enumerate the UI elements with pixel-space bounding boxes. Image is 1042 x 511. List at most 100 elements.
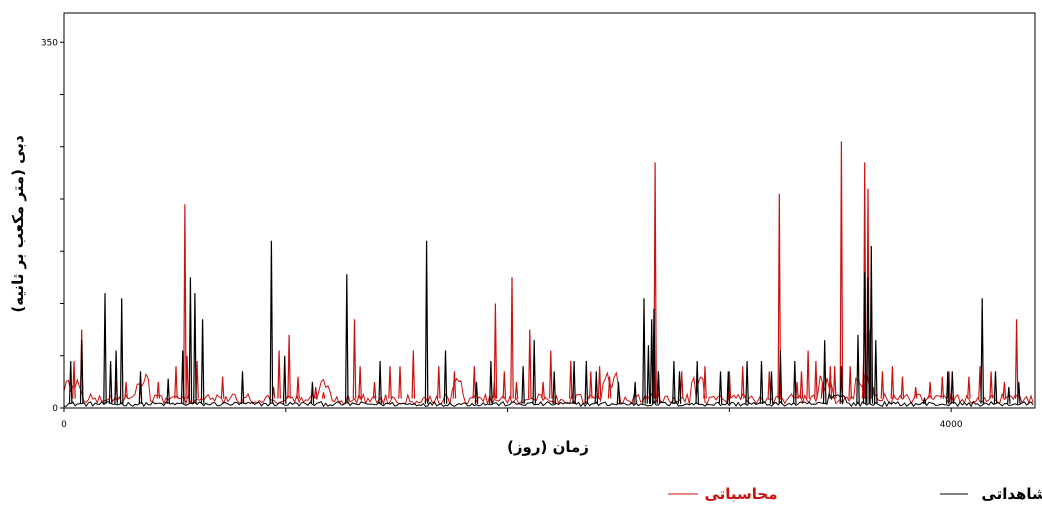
- series-peak: [532, 340, 536, 404]
- series-peak: [269, 240, 274, 404]
- series-baseline-line: [63, 392, 1034, 408]
- series-peak: [296, 376, 300, 399]
- series-peak: [108, 360, 113, 404]
- series-peak: [679, 371, 684, 399]
- series-peak: [220, 376, 225, 399]
- series-layer: [63, 141, 1034, 408]
- series-peak: [114, 350, 118, 404]
- y-tick-label: 0: [52, 404, 58, 414]
- series-peak: [372, 381, 377, 399]
- series-peak: [874, 340, 878, 404]
- series-peak: [180, 350, 185, 404]
- series-peak: [569, 360, 573, 399]
- y-axis-title: دبی (متر مکعب بر ثانیه): [9, 135, 27, 313]
- series-peak: [183, 204, 187, 399]
- series-peak: [124, 381, 128, 399]
- series-peak: [358, 366, 362, 399]
- series-peak: [528, 329, 532, 399]
- x-tick-label: 0: [61, 420, 67, 430]
- series-peak: [138, 371, 143, 404]
- series-peak: [388, 366, 392, 399]
- series-peak: [378, 360, 382, 404]
- series-peak: [866, 277, 870, 404]
- series-peak: [119, 298, 124, 404]
- series-peak: [828, 366, 833, 399]
- series-peak: [589, 371, 593, 399]
- series-peak: [726, 371, 731, 404]
- series-peak: [616, 381, 621, 404]
- series-peak: [740, 366, 745, 399]
- series-peak: [437, 366, 441, 399]
- series-peak: [552, 371, 556, 404]
- series-peak: [967, 376, 971, 399]
- series-peak: [443, 350, 448, 404]
- series-peak: [695, 360, 699, 404]
- legend-label-simulated: محاسباتی: [704, 485, 777, 503]
- series-peak: [922, 397, 927, 404]
- series-peak: [950, 371, 955, 404]
- series-peak: [940, 376, 945, 399]
- series-peak: [200, 319, 205, 404]
- series-peak: [718, 371, 723, 404]
- series-peak: [321, 392, 326, 399]
- series-observed: [63, 240, 1034, 408]
- series-peak: [493, 303, 498, 399]
- series-peak: [607, 376, 612, 399]
- series-peak: [1002, 381, 1007, 399]
- series-peak: [310, 381, 315, 404]
- legend: مشاهداتی محاسباتی: [668, 485, 1042, 503]
- series-peak: [993, 371, 998, 404]
- series-simulated: [63, 141, 1034, 406]
- plot-frame: [63, 12, 1036, 409]
- series-peak: [411, 350, 416, 399]
- series-peak: [862, 272, 867, 404]
- series-peak: [188, 277, 193, 404]
- series-peak: [510, 277, 514, 399]
- series-peak: [822, 340, 827, 404]
- x-tick-label: 4000: [940, 420, 963, 430]
- series-peak: [989, 371, 993, 399]
- series-peak: [880, 371, 885, 399]
- series-peak: [646, 345, 651, 404]
- series-peak: [594, 371, 599, 404]
- series-peak: [652, 308, 656, 404]
- series-peak: [68, 360, 73, 404]
- series-peak: [474, 381, 479, 404]
- series-peak: [1014, 319, 1019, 399]
- series-peak: [287, 334, 291, 399]
- series-peak: [777, 193, 782, 399]
- x-axis-title: زمان (روز): [507, 438, 589, 456]
- series-peak: [913, 387, 918, 399]
- y-tick-label: 350: [41, 38, 58, 48]
- series-peak: [928, 381, 932, 399]
- series-peak: [814, 360, 818, 399]
- series-peak: [980, 298, 984, 404]
- series-peak: [1017, 381, 1021, 404]
- series-peak: [769, 371, 774, 404]
- series-peak: [839, 141, 844, 399]
- series-peak: [890, 366, 895, 399]
- series-peak: [869, 245, 874, 404]
- series-peak: [193, 293, 197, 404]
- series-peak: [597, 366, 602, 399]
- series-peak: [672, 360, 676, 404]
- series-peak: [572, 360, 576, 404]
- legend-label-observed: مشاهداتی: [981, 485, 1042, 503]
- series-peak: [946, 371, 950, 404]
- series-peak: [703, 366, 707, 399]
- series-peak: [489, 360, 493, 404]
- ticks-layer: 0 4000 0 350: [41, 38, 963, 430]
- series-peak: [472, 366, 477, 399]
- series-peak: [745, 360, 749, 404]
- series-peak: [1007, 387, 1011, 404]
- series-peak: [584, 360, 589, 404]
- series-peak: [282, 355, 287, 404]
- series-peak: [521, 366, 525, 404]
- legend-item-simulated: محاسباتی: [668, 485, 778, 503]
- series-peak: [452, 371, 457, 399]
- series-peak: [793, 360, 797, 404]
- series-peak: [79, 340, 84, 404]
- legend-item-observed: مشاهداتی: [940, 485, 1042, 503]
- series-peak: [103, 293, 107, 404]
